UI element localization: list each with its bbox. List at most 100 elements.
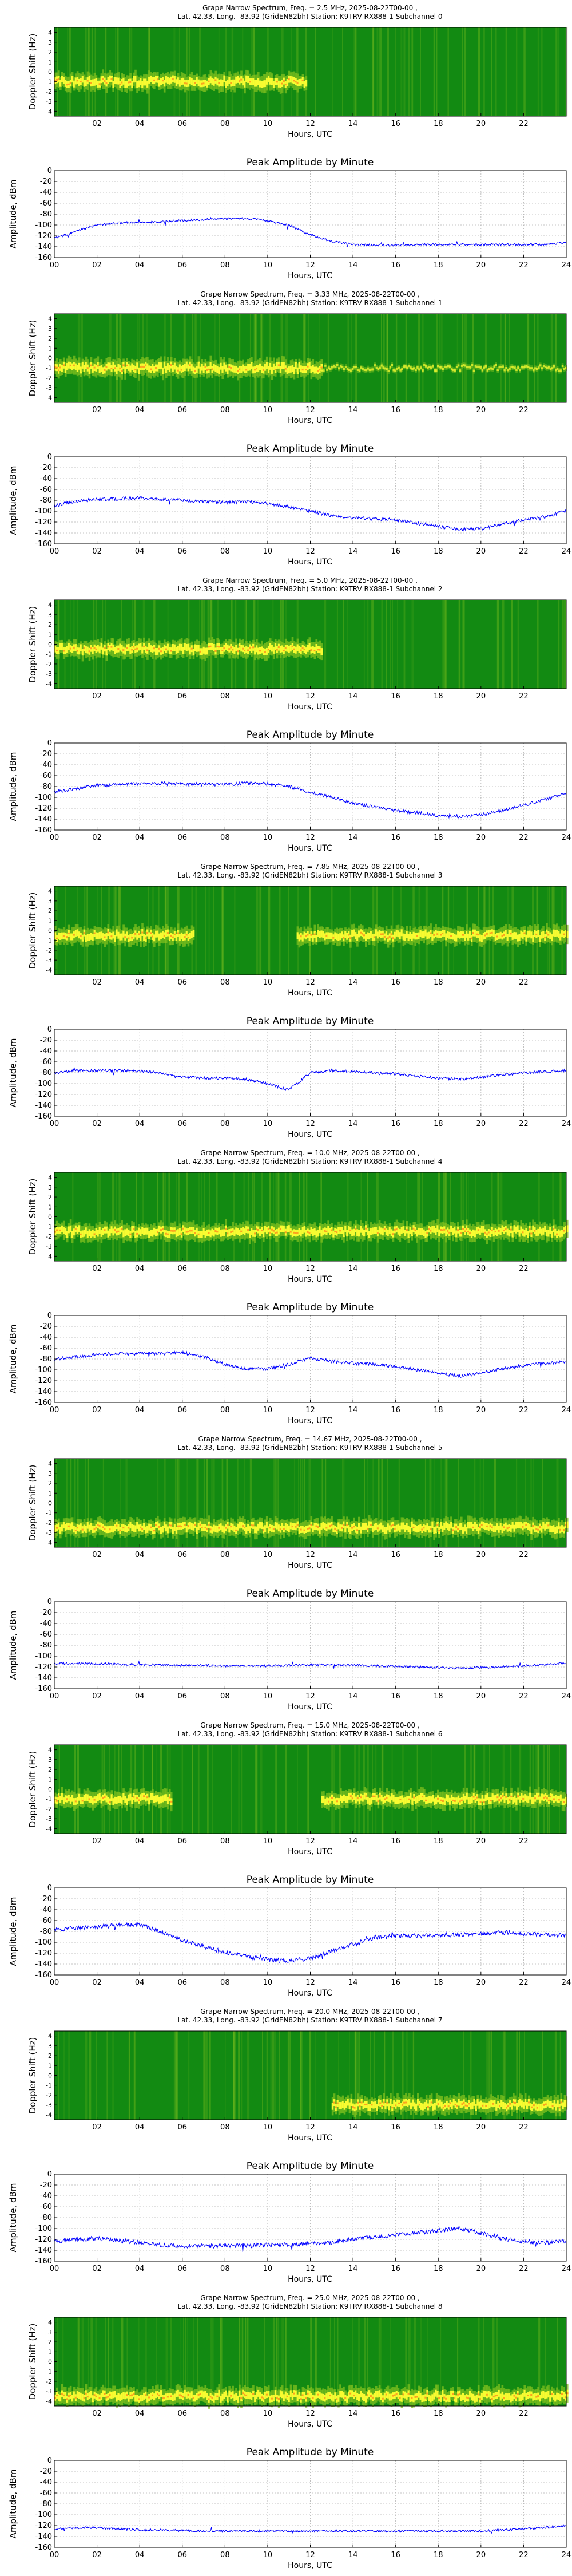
spectrogram-noise-streak xyxy=(275,1172,277,1261)
spectrogram-carrier xyxy=(385,1527,388,1534)
spectrogram-carrier xyxy=(400,1522,403,1530)
spectrogram-carrier xyxy=(313,366,316,374)
spectrogram-noise-streak xyxy=(94,27,96,116)
spectrogram-carrier xyxy=(291,1230,294,1238)
spectrogram-carrier xyxy=(373,1227,376,1234)
spectrogram-carrier xyxy=(288,366,291,374)
spectrogram-carrier xyxy=(506,934,509,941)
spectrogram-peak xyxy=(189,364,192,366)
spectrogram-carrier xyxy=(110,1525,113,1532)
spectrogram-carrier xyxy=(158,933,161,941)
amplitude-xtick-label: 04 xyxy=(135,547,145,556)
spectrogram-carrier xyxy=(74,930,77,937)
spectrogram-peak xyxy=(121,1228,123,1230)
spectrogram-carrier xyxy=(510,1524,513,1532)
spectrogram-carrier xyxy=(358,930,360,938)
amplitude-xtick-label: 22 xyxy=(519,1692,529,1701)
spectrogram-carrier xyxy=(88,1524,91,1532)
spectrogram-carrier xyxy=(421,931,423,939)
spectrogram-carrier xyxy=(439,366,441,369)
spectrogram-carrier xyxy=(448,1797,451,1805)
spectrogram-noise-streak xyxy=(186,27,188,116)
spectrogram-peak xyxy=(69,364,72,366)
spectrogram-carrier xyxy=(78,78,81,86)
spectrogram-carrier xyxy=(235,1227,237,1235)
spectrogram-noise-streak xyxy=(325,1459,327,1547)
spectrogram-carrier xyxy=(163,80,166,87)
spectrogram-carrier xyxy=(459,1230,461,1237)
spectrogram-ytick-label: 4 xyxy=(48,602,52,609)
spectrogram-carrier xyxy=(148,1523,150,1531)
spectrogram-carrier xyxy=(85,1793,88,1801)
spectrogram-peak xyxy=(122,649,125,651)
amplitude-ytick-label: -120 xyxy=(35,804,52,813)
spectrogram-carrier xyxy=(107,77,110,84)
spectrogram-carrier xyxy=(190,364,193,372)
spectrogram-title-line1: Grape Narrow Spectrum, Freq. = 7.85 MHz,… xyxy=(200,863,419,871)
spectrogram-xtick-label: 18 xyxy=(434,978,443,987)
amplitude-xtick-label: 18 xyxy=(434,833,443,842)
spectrogram-noise-streak xyxy=(347,314,349,402)
spectrogram-carrier xyxy=(265,1227,268,1234)
spectrogram-carrier xyxy=(228,1526,231,1533)
spectrogram-peak xyxy=(211,368,214,370)
spectrogram-xlabel: Hours, UTC xyxy=(288,702,332,712)
spectrogram-noise-streak xyxy=(363,600,365,689)
spectrogram-carrier xyxy=(86,1231,89,1238)
spectrogram-noise-streak xyxy=(351,314,352,402)
spectrogram-peak xyxy=(310,1524,313,1526)
spectrogram-peak xyxy=(288,78,291,81)
spectrogram-carrier xyxy=(380,1227,383,1235)
spectrogram-noise-streak xyxy=(142,1172,144,1261)
spectrogram-carrier xyxy=(561,1525,563,1532)
spectrogram-carrier xyxy=(81,361,84,369)
spectrogram-carrier xyxy=(322,1522,324,1529)
spectrogram-ytick-label: -4 xyxy=(46,680,52,688)
spectrogram-carrier xyxy=(61,365,63,372)
spectrogram-peak xyxy=(227,1524,229,1527)
spectrogram-carrier xyxy=(455,1230,458,1238)
amplitude-xtick-label: 04 xyxy=(135,1120,145,1128)
spectrogram-carrier xyxy=(349,369,352,372)
spectrogram-peak xyxy=(430,1528,432,1530)
spectrogram-peak xyxy=(377,1800,380,1803)
spectrogram-noise-streak xyxy=(564,600,566,689)
spectrogram-peak xyxy=(440,1799,443,1801)
spectrogram-carrier xyxy=(551,934,553,942)
amplitude-xtick-label: 00 xyxy=(50,1692,59,1701)
amplitude-xtick-label: 18 xyxy=(434,261,443,270)
spectrogram-carrier xyxy=(529,367,531,370)
spectrogram-carrier xyxy=(371,1227,374,1235)
spectrogram-title-line1: Grape Narrow Spectrum, Freq. = 14.67 MHz… xyxy=(198,1435,422,1443)
spectrogram-carrier xyxy=(363,1523,366,1530)
spectrogram-carrier xyxy=(189,933,192,939)
spectrogram-peak xyxy=(80,81,82,82)
spectrogram-noise-streak xyxy=(195,314,197,402)
spectrogram-carrier xyxy=(291,76,294,84)
spectrogram-ytick-label: 1 xyxy=(48,345,52,352)
spectrogram-carrier xyxy=(397,1523,400,1531)
spectrogram-peak xyxy=(107,931,110,934)
spectrogram-peak xyxy=(143,645,145,647)
spectrogram-carrier xyxy=(375,1795,378,1802)
spectrogram-peak xyxy=(457,1229,459,1231)
spectrogram-ytick-label: 0 xyxy=(48,927,52,935)
spectrogram-peak xyxy=(83,932,86,934)
spectrogram-carrier xyxy=(300,78,303,86)
spectrogram-peak xyxy=(351,1797,354,1800)
spectrogram-noise-streak xyxy=(523,27,526,116)
spectrogram-peak xyxy=(559,1528,562,1531)
spectrogram-carrier xyxy=(98,1227,101,1234)
spectrogram-carrier xyxy=(211,643,214,650)
spectrogram-carrier xyxy=(491,368,494,370)
spectrogram-carrier xyxy=(168,77,171,85)
spectrogram-carrier xyxy=(254,647,256,655)
spectrogram-peak xyxy=(54,1231,57,1233)
spectrogram-carrier xyxy=(78,647,81,655)
spectrogram-carrier xyxy=(320,1230,323,1237)
spectrogram-peak xyxy=(104,647,106,649)
spectrogram-carrier xyxy=(346,933,348,940)
spectrogram-carrier xyxy=(157,930,159,938)
spectrogram-peak xyxy=(240,1230,243,1232)
spectrogram-peak xyxy=(216,1231,219,1233)
